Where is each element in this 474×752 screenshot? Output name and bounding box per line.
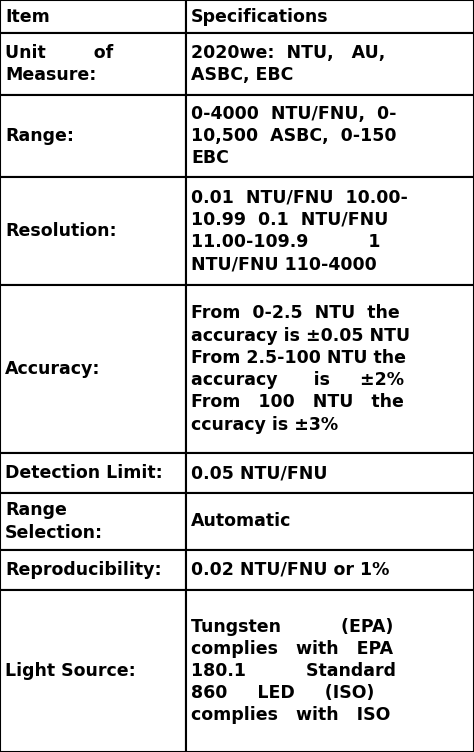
- Text: Accuracy:: Accuracy:: [5, 360, 100, 378]
- Text: Unit        of
Measure:: Unit of Measure:: [5, 44, 113, 84]
- Bar: [0, 285, 186, 453]
- Bar: [0, 590, 186, 752]
- Bar: [0, 453, 186, 493]
- Text: 0.05 NTU/FNU: 0.05 NTU/FNU: [191, 464, 328, 482]
- Text: 2020we:  NTU,   AU,
ASBC, EBC: 2020we: NTU, AU, ASBC, EBC: [191, 44, 385, 84]
- Text: From  0-2.5  NTU  the
accuracy is ±0.05 NTU
From 2.5-100 NTU the
accuracy      i: From 0-2.5 NTU the accuracy is ±0.05 NTU…: [191, 305, 410, 433]
- Text: Automatic: Automatic: [191, 513, 292, 530]
- Text: 0.02 NTU/FNU or 1%: 0.02 NTU/FNU or 1%: [191, 561, 389, 579]
- Text: Reproducibility:: Reproducibility:: [5, 561, 162, 579]
- Bar: [0, 0, 186, 33]
- Bar: [186, 95, 474, 177]
- Bar: [186, 0, 474, 33]
- Text: 0-4000  NTU/FNU,  0-
10,500  ASBC,  0-150
EBC: 0-4000 NTU/FNU, 0- 10,500 ASBC, 0-150 EB…: [191, 105, 396, 167]
- Text: Specifications: Specifications: [191, 8, 328, 26]
- Text: 0.01  NTU/FNU  10.00-
10.99  0.1  NTU/FNU
11.00-109.9          1
NTU/FNU 110-400: 0.01 NTU/FNU 10.00- 10.99 0.1 NTU/FNU 11…: [191, 189, 408, 273]
- Bar: [186, 550, 474, 590]
- Text: Detection Limit:: Detection Limit:: [5, 464, 163, 482]
- Bar: [186, 177, 474, 285]
- Bar: [0, 33, 186, 95]
- Text: Item: Item: [5, 8, 50, 26]
- Text: Resolution:: Resolution:: [5, 222, 117, 240]
- Bar: [186, 590, 474, 752]
- Text: Tungsten          (EPA)
complies   with   EPA
180.1          Standard
860     LE: Tungsten (EPA) complies with EPA 180.1 S…: [191, 617, 396, 724]
- Bar: [186, 33, 474, 95]
- Bar: [186, 453, 474, 493]
- Text: Range:: Range:: [5, 127, 74, 145]
- Text: Light Source:: Light Source:: [5, 662, 136, 680]
- Bar: [0, 550, 186, 590]
- Bar: [0, 95, 186, 177]
- Bar: [0, 177, 186, 285]
- Bar: [0, 493, 186, 550]
- Bar: [186, 285, 474, 453]
- Text: Range
Selection:: Range Selection:: [5, 502, 103, 541]
- Bar: [186, 493, 474, 550]
